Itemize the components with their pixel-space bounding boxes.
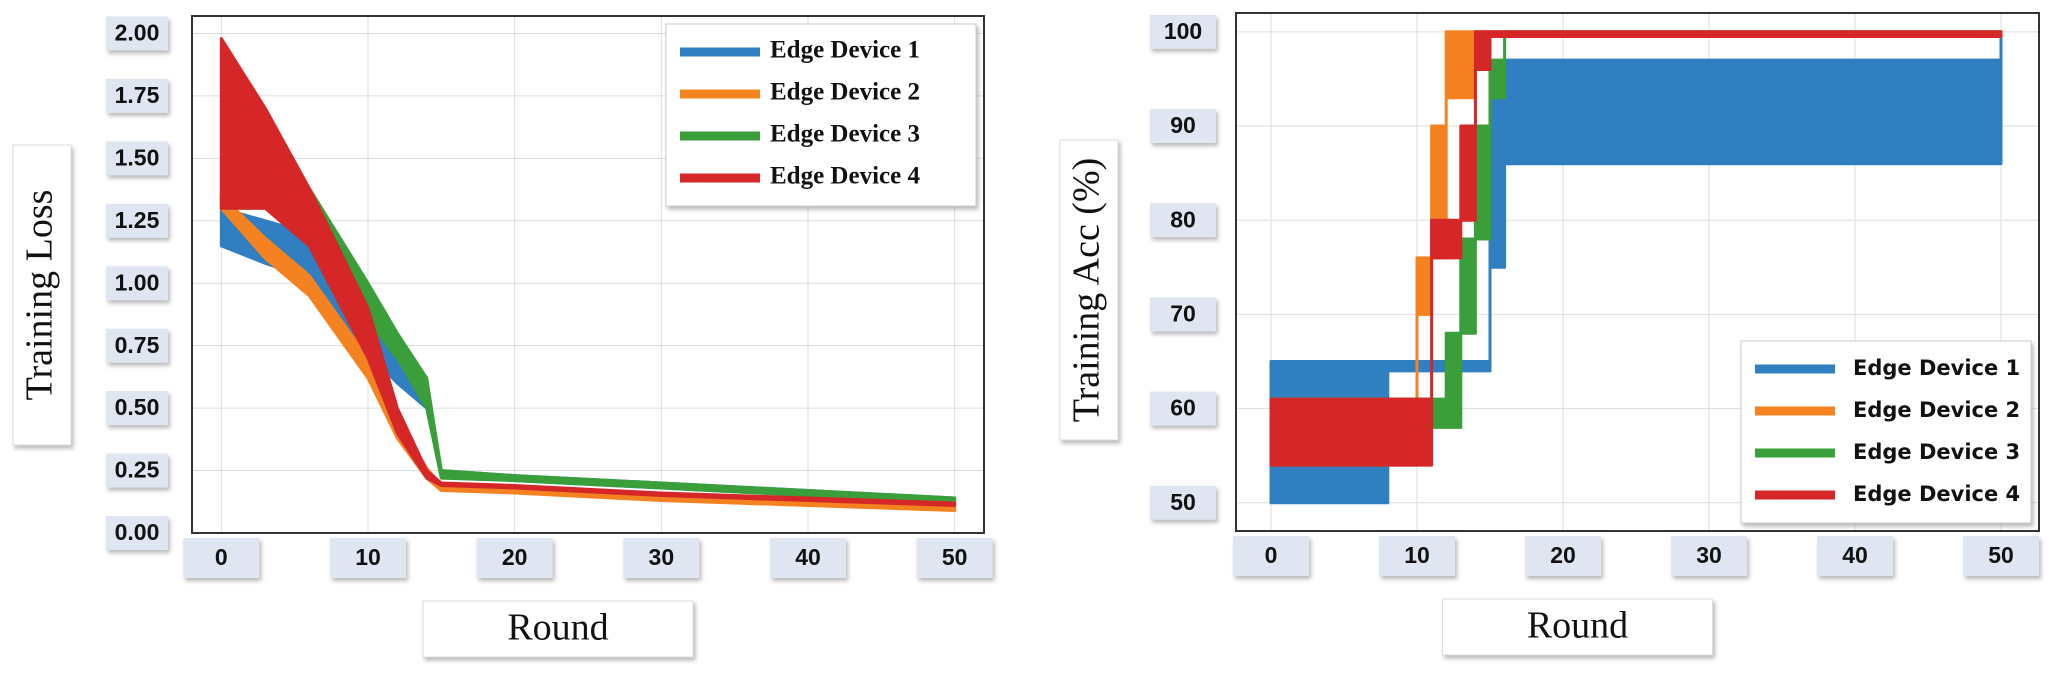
y-tick-label: 1.00 bbox=[115, 269, 160, 295]
y-tick-label: 60 bbox=[1170, 395, 1196, 421]
plot-frame bbox=[191, 15, 985, 534]
tick-box bbox=[106, 453, 168, 488]
tick-box bbox=[1233, 536, 1310, 576]
tick-box bbox=[106, 266, 168, 301]
tick-box bbox=[1150, 14, 1216, 49]
band bbox=[1269, 30, 2003, 467]
y-axis-label: Training Acc (%) bbox=[1066, 158, 1108, 423]
tick-box bbox=[106, 391, 168, 426]
tick-box bbox=[1525, 536, 1602, 576]
x-tick-label: 10 bbox=[1404, 542, 1430, 568]
x-tick-label: 0 bbox=[1265, 542, 1278, 568]
tick-box bbox=[476, 538, 553, 578]
label-box bbox=[422, 600, 694, 658]
tick-box bbox=[623, 538, 700, 578]
x-axis-label: Round bbox=[507, 607, 608, 649]
tick-box bbox=[1963, 536, 2040, 576]
tick-box bbox=[330, 538, 406, 578]
x-tick-label: 20 bbox=[1550, 542, 1576, 568]
legend-label: Edge Device 3 bbox=[1853, 440, 2020, 464]
y-tick-label: 0.00 bbox=[115, 519, 160, 545]
tick-box bbox=[1150, 391, 1216, 426]
tick-box bbox=[1671, 536, 1748, 576]
x-tick-label: 40 bbox=[795, 544, 821, 570]
x-tick-label: 10 bbox=[355, 544, 381, 570]
legend-label: Edge Device 4 bbox=[1853, 482, 2020, 506]
tick-box bbox=[1150, 109, 1216, 144]
y-tick-label: 70 bbox=[1170, 300, 1196, 326]
y-tick-label: 2.00 bbox=[115, 20, 160, 46]
x-tick-label: 20 bbox=[502, 544, 528, 570]
x-tick-label: 0 bbox=[215, 544, 228, 570]
y-tick-label: 80 bbox=[1170, 206, 1196, 232]
y-tick-label: 0.25 bbox=[115, 457, 160, 483]
legend-label: Edge Device 2 bbox=[1853, 398, 2020, 422]
tick-box bbox=[1150, 485, 1216, 520]
x-tick-label: 30 bbox=[1696, 542, 1722, 568]
x-axis-label: Round bbox=[1527, 605, 1628, 647]
tick-box bbox=[1150, 297, 1216, 332]
legend-label: Edge Device 4 bbox=[770, 163, 920, 190]
y-tick-label: 90 bbox=[1170, 112, 1196, 138]
y-tick-label: 1.75 bbox=[115, 82, 160, 108]
label-box bbox=[12, 144, 72, 446]
band bbox=[219, 37, 957, 507]
tick-box bbox=[106, 16, 168, 51]
legend-label: Edge Device 1 bbox=[770, 37, 920, 64]
tick-box bbox=[106, 203, 168, 238]
tick-box bbox=[1379, 536, 1456, 576]
x-tick-label: 30 bbox=[649, 544, 675, 570]
tick-box bbox=[770, 538, 846, 578]
tick-box bbox=[183, 538, 260, 578]
y-axis-label: Training Loss bbox=[19, 190, 61, 401]
legend-label: Edge Device 3 bbox=[770, 121, 920, 148]
y-tick-label: 0.75 bbox=[115, 332, 160, 358]
y-tick-label: 1.25 bbox=[115, 207, 160, 233]
legend-label: Edge Device 2 bbox=[770, 79, 920, 106]
x-tick-label: 50 bbox=[1988, 542, 2014, 568]
legend-label: Edge Device 1 bbox=[1853, 356, 2020, 380]
y-tick-label: 100 bbox=[1164, 18, 1202, 44]
x-tick-label: 50 bbox=[942, 544, 968, 570]
tick-box bbox=[106, 516, 168, 550]
label-box bbox=[1059, 139, 1119, 441]
tick-box bbox=[106, 328, 168, 363]
tick-box bbox=[1150, 203, 1216, 238]
y-tick-label: 50 bbox=[1170, 489, 1196, 515]
x-tick-label: 40 bbox=[1842, 542, 1868, 568]
y-tick-label: 1.50 bbox=[115, 144, 160, 170]
plot-frame bbox=[1235, 12, 2040, 532]
tick-box bbox=[916, 538, 993, 578]
tick-box bbox=[1817, 536, 1894, 576]
y-tick-label: 0.50 bbox=[115, 394, 160, 420]
tick-box bbox=[106, 141, 168, 176]
tick-box bbox=[106, 78, 168, 113]
label-box bbox=[1442, 598, 1713, 656]
